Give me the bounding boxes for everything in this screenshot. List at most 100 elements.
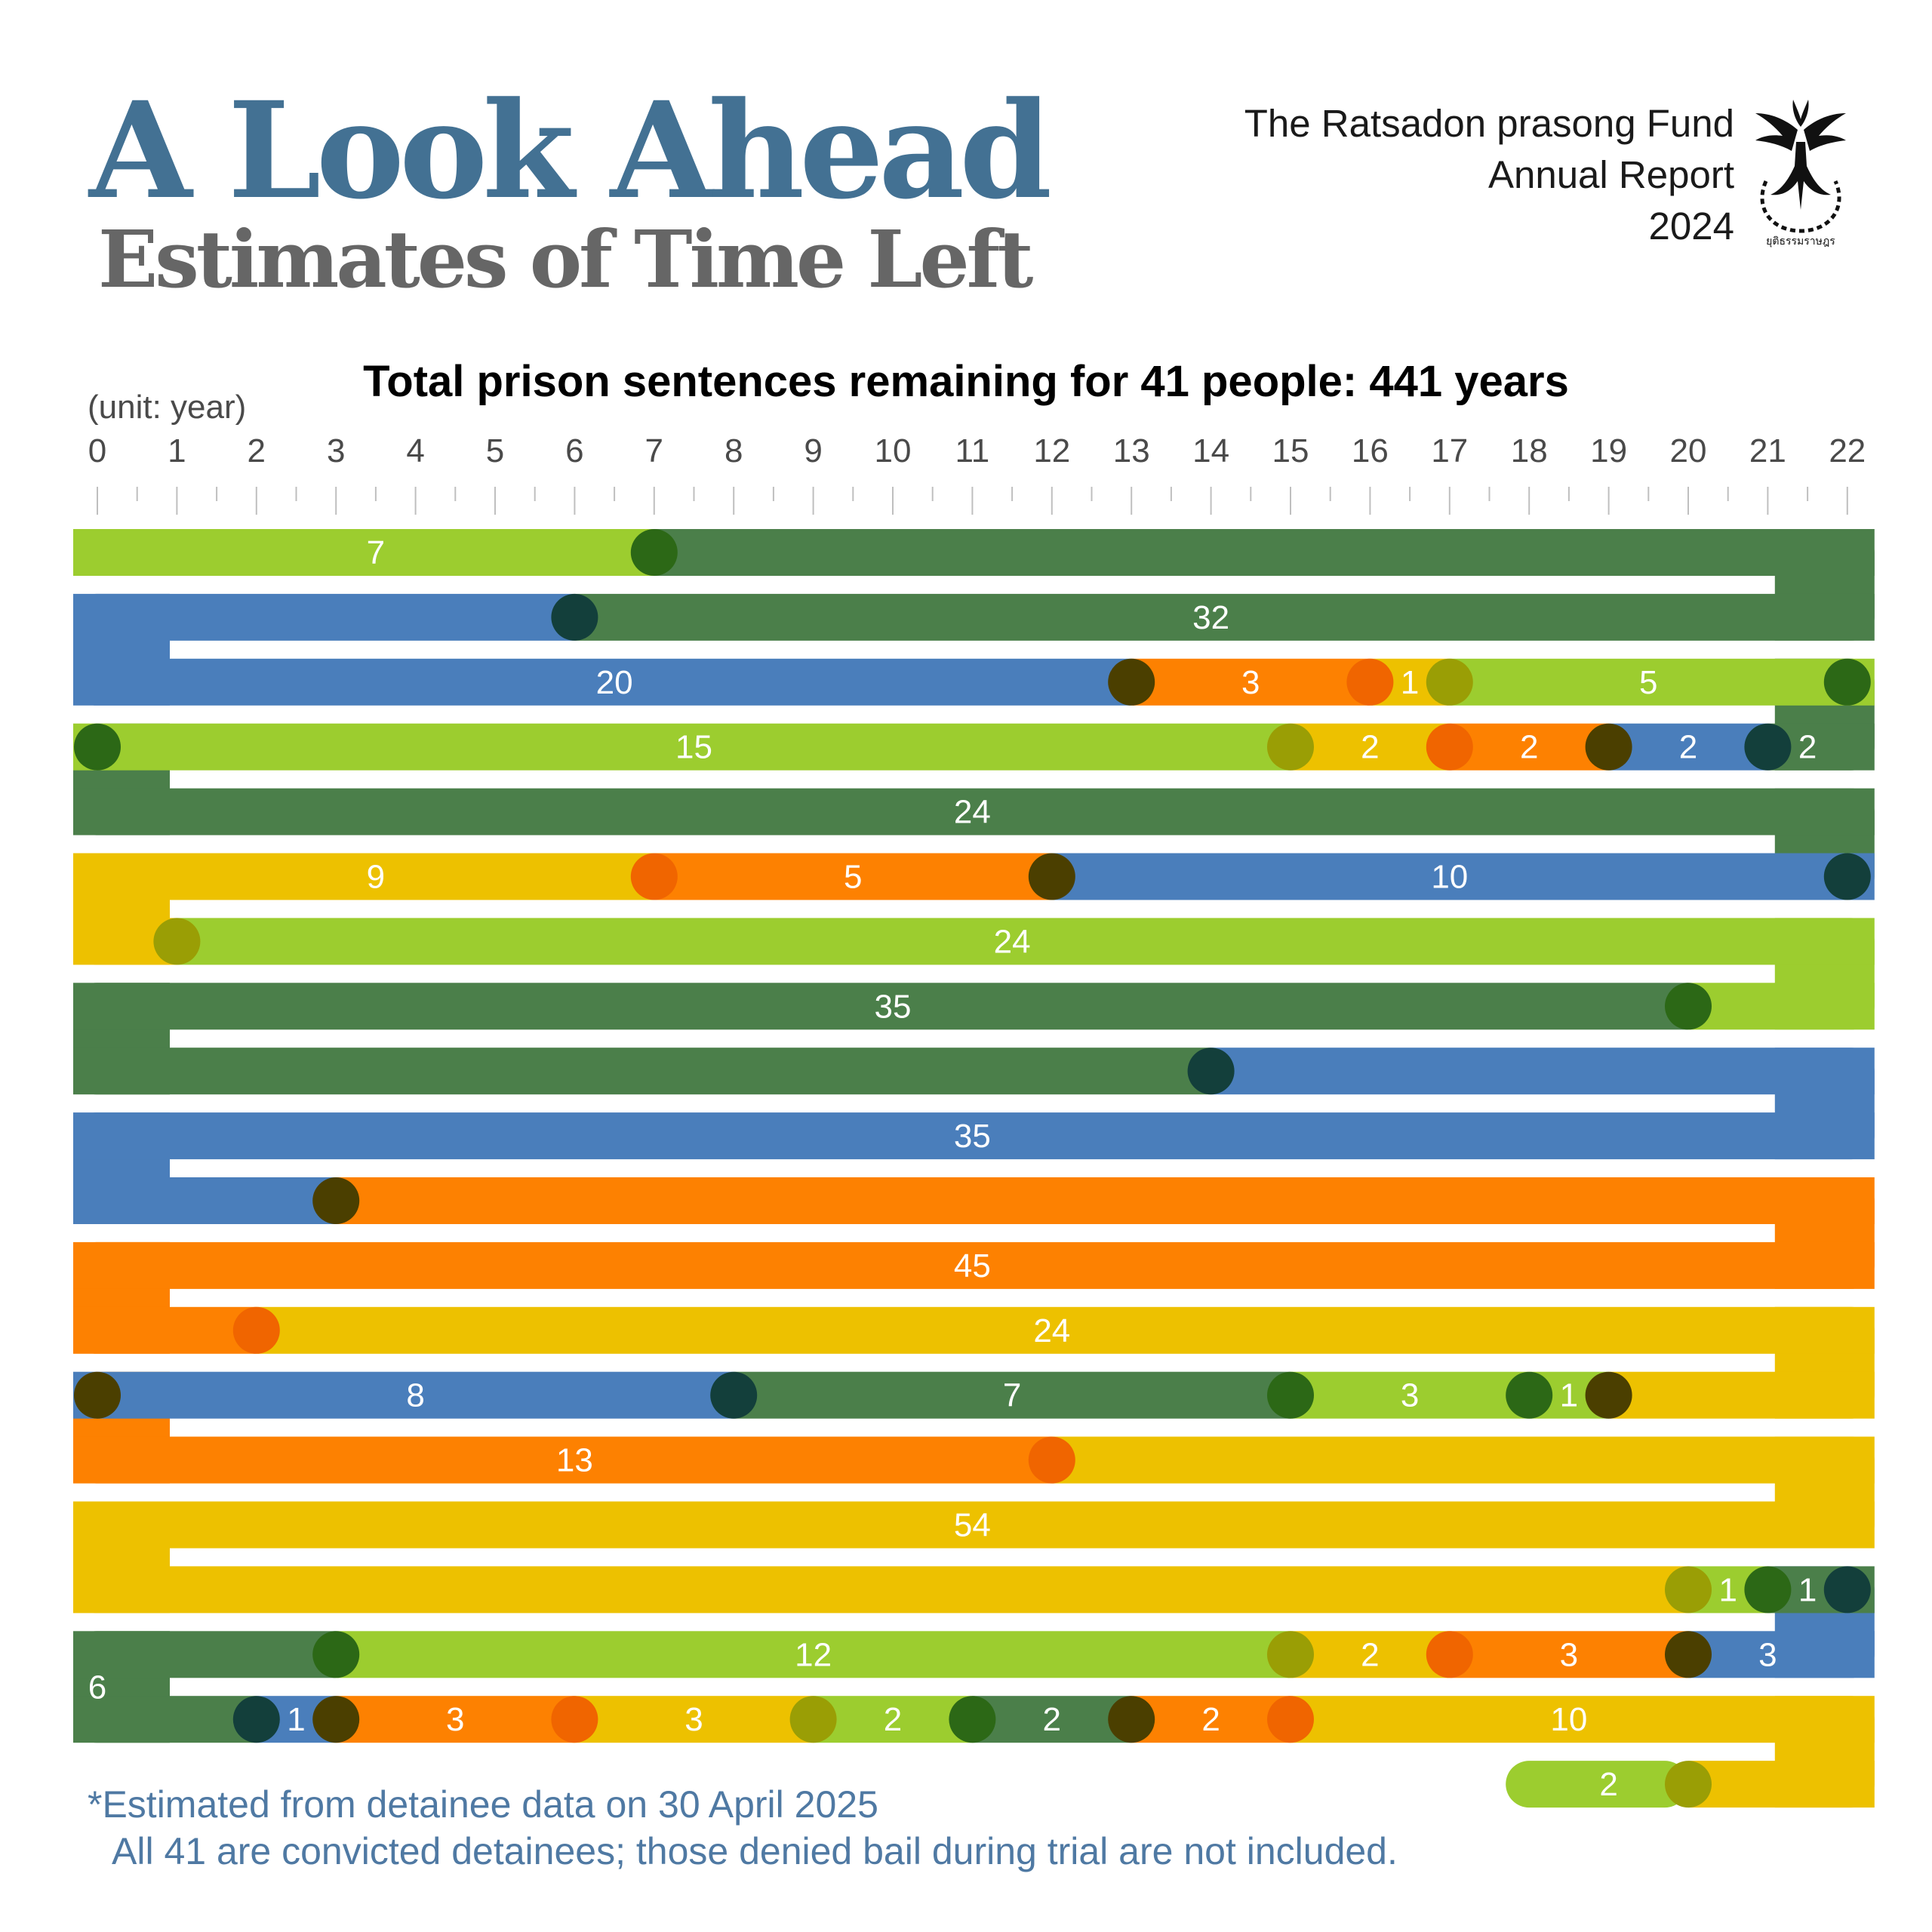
bar-segment	[177, 918, 1875, 965]
x-axis: 0 1 2 3 4 5 6 7 8 9 10 11 12 13 14 15 16 17 18 19 20 21 22	[88, 432, 1866, 515]
footnote: *Estimated from detainee data on 30 Apri…	[88, 1781, 1398, 1875]
segment-start-dot	[1267, 1696, 1314, 1743]
bar-segment	[1291, 1696, 1875, 1743]
org-name: The Ratsadon prasong Fund	[1244, 102, 1734, 145]
bar-segment-label: 3	[1560, 1636, 1578, 1673]
bar-segment-label: 54	[954, 1507, 991, 1544]
segment-start-dot	[232, 1696, 280, 1743]
bar-segment-label: 9	[367, 859, 385, 896]
bar-segment-label: 1	[1560, 1377, 1578, 1414]
segment-start-dot	[1267, 1371, 1314, 1419]
x-axis-tick-label: 18	[1511, 432, 1548, 469]
segment-start-dot	[551, 1696, 598, 1743]
bar-segment	[1688, 1761, 1875, 1808]
bar-segment	[574, 593, 1875, 641]
x-axis-tick-label: 13	[1113, 432, 1150, 469]
x-axis-tick-label: 16	[1352, 432, 1389, 469]
segment-start-dot	[1108, 658, 1155, 706]
bar-segment-label: 10	[1431, 859, 1468, 896]
bar-segment-label: 2	[1361, 729, 1379, 766]
x-axis-tick-label: 9	[804, 432, 822, 469]
segment-start-dot	[1346, 658, 1394, 706]
bar-segment-label: 13	[556, 1442, 593, 1479]
segment-start-dot	[1744, 723, 1792, 771]
bar-segment	[1449, 658, 1875, 706]
report-info: The Ratsadon prasong Fund Annual Report …	[1244, 98, 1734, 252]
segment-start-dot	[630, 529, 678, 576]
x-axis-tick-label: 3	[327, 432, 345, 469]
bar-segment-label: 3	[1758, 1636, 1777, 1673]
logo-caption: ยุติธรรมราษฎร	[1766, 235, 1835, 248]
segment-start-dot	[1585, 723, 1632, 771]
bar-segment	[73, 1241, 1875, 1289]
bar-segment-label: 10	[1550, 1701, 1587, 1738]
bar-segment	[1051, 1436, 1875, 1484]
segment-start-dot	[1744, 1566, 1792, 1614]
bar-segment-label: 2	[1361, 1636, 1379, 1673]
bar-segment-label: 1	[1798, 1571, 1817, 1608]
unit-label: (unit: year)	[88, 389, 247, 426]
segment-start-dot	[1028, 853, 1075, 900]
segment-start-dot	[1187, 1048, 1235, 1095]
bar-segment-label: 35	[954, 1118, 991, 1155]
x-axis-tick-label: 12	[1033, 432, 1070, 469]
segment-start-dot	[1426, 723, 1473, 771]
bar-segment-label: 24	[954, 794, 991, 831]
segment-start-dot	[630, 853, 678, 900]
bar-segment	[73, 1696, 257, 1743]
bar-segment-label: 3	[1401, 1377, 1419, 1414]
bar-segment	[73, 1371, 734, 1419]
x-axis-tick-label: 14	[1192, 432, 1229, 469]
x-axis-tick-label: 5	[486, 432, 504, 469]
bar-segment-label: 8	[406, 1377, 424, 1414]
segment-start-dot	[1506, 1371, 1553, 1419]
bar-segment	[1131, 1696, 1291, 1743]
bar-segment-label: 3	[446, 1701, 464, 1738]
bar-segment-label: 1	[1718, 1571, 1737, 1608]
x-axis-tick-label: 8	[724, 432, 743, 469]
bar-segment	[336, 1177, 1875, 1224]
bar-segment	[654, 853, 1052, 900]
x-axis-tick-label: 17	[1431, 432, 1468, 469]
bar-segment-label: 2	[1599, 1766, 1617, 1803]
bar-segment-label: 20	[596, 664, 633, 701]
bar-segment	[73, 1177, 337, 1224]
segment-start-dot	[1665, 1761, 1712, 1808]
segment-start-dot	[1823, 1566, 1871, 1614]
bar-segment	[73, 1112, 1875, 1160]
bar-segment	[73, 1566, 1688, 1614]
bar-segment	[73, 529, 654, 576]
segment-start-dot	[1823, 853, 1871, 900]
x-axis-tick-label: 4	[406, 432, 424, 469]
connector-label: 6	[88, 1669, 106, 1706]
bar-segment	[1506, 1761, 1688, 1808]
segment-start-dot	[1108, 1696, 1155, 1743]
segment-start-dot	[74, 1371, 121, 1419]
bar-segment-label: 3	[1241, 664, 1260, 701]
report-year: 2024	[1648, 205, 1734, 248]
x-axis-tick-label: 21	[1749, 432, 1786, 469]
x-axis-tick-label: 10	[875, 432, 912, 469]
segment-start-dot	[312, 1631, 360, 1678]
bar-segment	[73, 853, 654, 900]
bar-segment	[1449, 1631, 1688, 1678]
segment-start-dot	[312, 1696, 360, 1743]
bar-segment-label: 1	[1401, 664, 1419, 701]
segment-start-dot	[710, 1371, 758, 1419]
bar-segment-label: 12	[795, 1636, 832, 1673]
bar-segment	[813, 1696, 973, 1743]
bar-segment	[73, 1631, 337, 1678]
segment-start-dot	[551, 593, 598, 641]
bar-segment	[1608, 723, 1768, 771]
bar-segment	[734, 1371, 1291, 1419]
segment-start-dot	[789, 1696, 837, 1743]
bar-segment	[73, 1048, 1211, 1095]
segment-start-dot	[74, 723, 121, 771]
bar-segment-label: 45	[954, 1247, 991, 1284]
bar-segment-label: 2	[884, 1701, 902, 1738]
x-axis-tick-label: 19	[1590, 432, 1627, 469]
bar-segment-label: 2	[1798, 729, 1817, 766]
x-axis-tick-label: 0	[88, 432, 106, 469]
